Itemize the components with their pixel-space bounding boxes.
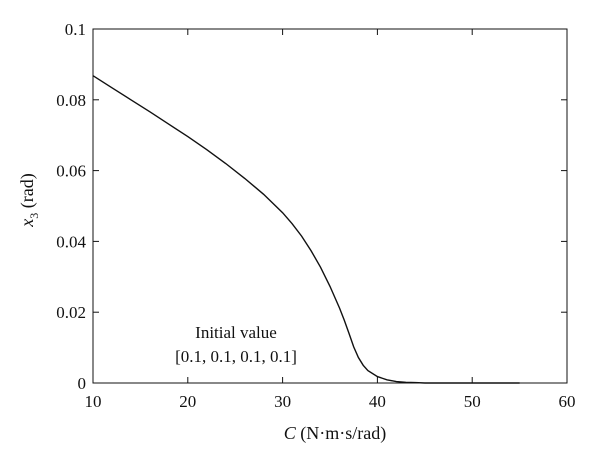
- x-tick-label: 30: [274, 392, 291, 411]
- x-axis-symbol: C: [284, 423, 297, 443]
- y-tick-label: 0.06: [56, 162, 86, 181]
- y-tick-label: 0.04: [56, 232, 86, 251]
- y-axis-symbol: x: [17, 219, 37, 228]
- annotation-line-2: [0.1, 0.1, 0.1, 0.1]: [175, 347, 297, 366]
- y-tick-label: 0: [78, 374, 87, 393]
- x-axis-unit: (N·m·s/rad): [296, 423, 386, 444]
- x-axis-label: C (N·m·s/rad): [284, 423, 386, 444]
- series-line: [92, 75, 520, 384]
- y-tick-label: 0.08: [56, 91, 86, 110]
- tick-labels: 10 20 30 40 50 60 0 0.02 0.04 0.06 0.08 0.1: [56, 20, 575, 411]
- y-tick-label: 0.02: [56, 303, 86, 322]
- x-tick-label: 40: [369, 392, 386, 411]
- y-tick-label: 0.1: [65, 20, 86, 39]
- x-tick-label: 10: [85, 392, 102, 411]
- x-tick-label: 60: [559, 392, 576, 411]
- x-tick-label: 20: [179, 392, 196, 411]
- axis-ticks: [92, 28, 568, 384]
- y-axis-unit: (rad): [17, 173, 38, 212]
- y-axis-label: x3 (rad): [17, 173, 41, 227]
- y-axis-subscript: 3: [27, 213, 41, 219]
- plot-frame: [92, 28, 568, 384]
- annotation-line-1: Initial value: [195, 323, 277, 342]
- x-tick-label: 50: [464, 392, 481, 411]
